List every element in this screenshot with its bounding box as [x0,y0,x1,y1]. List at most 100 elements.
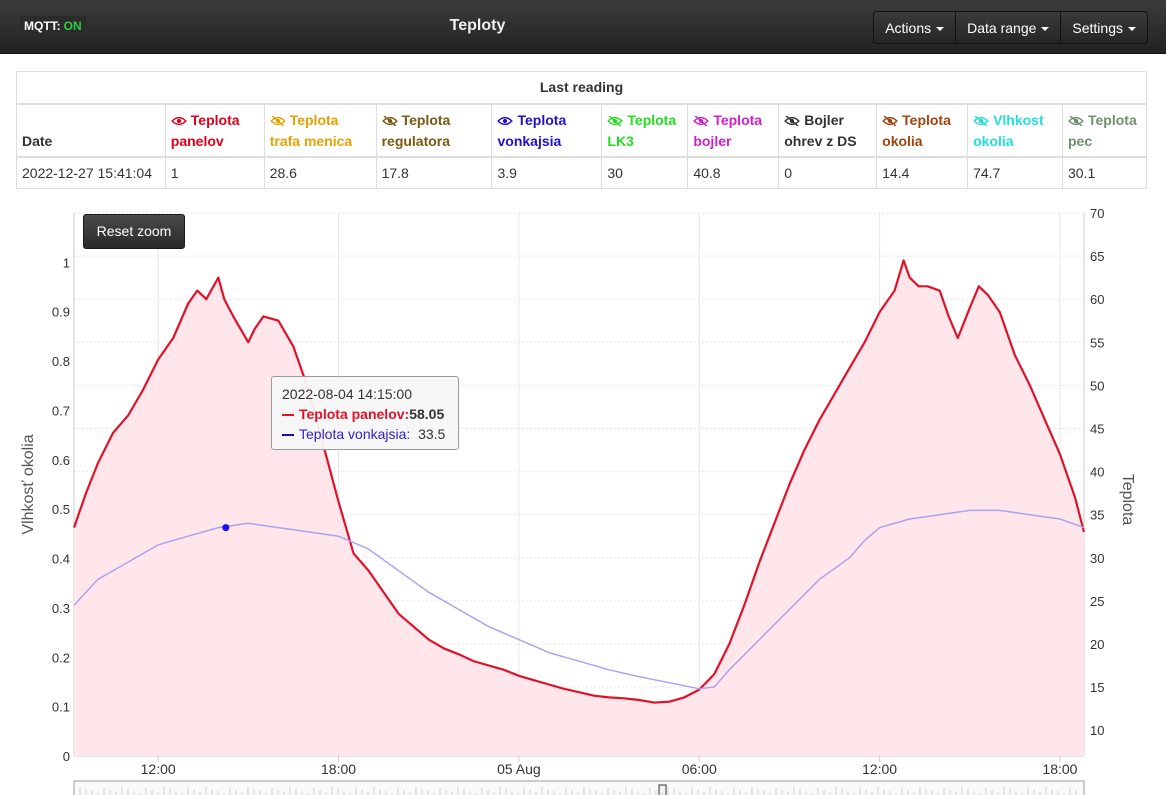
data-range-label: Data range [967,20,1037,36]
column-header-line2: panelov [170,132,224,149]
x-tick-label: 12:00 [862,761,897,777]
eye-slash-icon[interactable] [973,115,989,126]
navigator-strip[interactable] [73,780,1085,795]
y-right-tick-label: 30 [1090,551,1104,566]
reading-value: 0 [778,156,878,189]
y-right-tick-label: 50 [1090,378,1104,393]
series-area-fill [74,260,1084,756]
column-header-line2: vonkajsia [497,132,562,149]
mqtt-status-badge: MQTT: ON [20,16,86,36]
reading-column-header[interactable]: Teplota trafa menica [263,103,377,158]
chevron-down-icon [936,27,945,32]
x-tick-label: 12:00 [141,761,176,777]
x-tick-label: 18:00 [321,761,356,777]
y-left-tick-label: 0.9 [52,305,70,320]
reading-value: 30.1 [1061,156,1148,189]
y-right-tick-label: 15 [1090,680,1104,695]
column-header-line2: LK3 [607,132,634,149]
column-header-line1: Teplota [1087,111,1137,128]
column-header-line1: Teplota [517,111,567,128]
y-left-tick-label: 0.8 [52,354,70,369]
y-right-axis-title: Teplota [1119,474,1136,526]
reading-value: 74.7 [967,156,1063,189]
navbar-menu: Actions Data range Settings [873,11,1148,44]
y-right-tick-label: 20 [1090,637,1104,652]
y-right-tick-label: 60 [1090,292,1104,307]
actions-dropdown-button[interactable]: Actions [873,11,957,44]
chart-svg[interactable]: 0 0.1 0.2 0.3 0.4 0.5 0.6 0.7 0.8 0.9 1 10 15 20 25 30 3… [0,205,1166,795]
date-column-header: Date [16,103,166,158]
chart[interactable]: 0 0.1 0.2 0.3 0.4 0.5 0.6 0.7 0.8 0.9 1 10 15 20 25 30 3… [0,205,1166,795]
tooltip-series-2: Teplota vonkajsia: 33.5 [282,424,448,444]
series-line [73,509,1085,690]
eye-slash-icon[interactable] [784,115,801,126]
reset-zoom-button[interactable]: Reset zoom [83,214,185,249]
column-header-line1: Teplota [401,111,451,128]
reading-column-header[interactable]: Teplota LK3 [601,103,689,158]
reading-column-header[interactable]: Teplota panelov [164,103,265,158]
x-tick-label: 06:00 [682,761,717,777]
eye-icon[interactable] [170,116,187,126]
navigator-series [79,787,1077,795]
reading-column-header[interactable]: Bojler ohrev z DS [778,103,878,158]
y-right-tick-label: 45 [1090,421,1104,436]
mqtt-label: MQTT: [24,19,61,33]
series-color-swatch [282,434,294,437]
reading-column-header[interactable]: Teplota regulatora [375,103,493,158]
tooltip-series-1: Teplota panelov:58.05 [282,404,448,424]
navigator-handle[interactable] [658,784,667,795]
reading-value: 3.9 [491,156,603,189]
reading-column-header[interactable]: Vlhkost okolia [967,103,1063,158]
reading-column-header[interactable]: Teplota okolia [876,103,969,158]
y-right-tick-label: 40 [1090,465,1104,480]
eye-slash-icon[interactable] [1068,115,1084,126]
y-left-tick-label: 0.7 [52,403,70,418]
reading-value: 28.6 [263,156,377,189]
tooltip-series-2-name: Teplota vonkajsia: [299,426,411,442]
settings-dropdown-button[interactable]: Settings [1060,11,1148,44]
column-header-line2: ohrev z DS [784,132,857,149]
eye-slash-icon[interactable] [269,115,286,126]
last-reading-table: Last reading Date Teplota panelov Teplota t… [16,71,1148,189]
data-range-dropdown-button[interactable]: Data range [955,11,1062,44]
eye-slash-icon[interactable] [693,115,710,126]
y-left-tick-label: 0.1 [52,700,70,715]
table-caption: Last reading [16,71,1147,105]
y-left-tick-label: 0.2 [52,650,70,665]
chevron-down-icon [1041,27,1050,32]
y-left-tick-label: 0.4 [52,552,70,567]
settings-label: Settings [1072,20,1123,36]
chart-tooltip: 2022-08-04 14:15:00 Teplota panelov:58.0… [271,376,459,450]
reading-value: 30 [601,156,689,189]
eye-slash-icon[interactable] [607,115,624,126]
column-header-line2: okolia [973,132,1014,149]
column-header-line2: okolia [882,132,923,149]
column-header-line1: Teplota [627,111,677,128]
tooltip-date: 2022-08-04 14:15:00 [282,386,412,402]
column-header-line1: Teplota [289,111,339,128]
tooltip-series-1-value: 58.05 [409,406,445,422]
hover-marker [222,524,230,532]
column-header-line1: Bojler [804,111,844,128]
x-tick-label: 18:00 [1042,761,1077,777]
y-right-tick-label: 55 [1090,335,1104,350]
eye-slash-icon[interactable] [381,115,398,126]
eye-slash-icon[interactable] [882,115,898,126]
navbar: MQTT: ON Teploty Actions Data range Setti… [0,0,1166,54]
page-title[interactable]: Teploty [449,17,506,34]
column-header-line2: trafa menica [269,132,353,149]
reading-column-header[interactable]: Teplota vonkajsia [491,103,603,158]
y-right-tick-label: 35 [1090,508,1104,523]
reading-column-header[interactable]: Teplota bojler [687,103,780,158]
y-left-tick-label: 0.5 [52,502,70,517]
reading-value: 40.8 [687,156,780,189]
series-color-swatch [282,414,294,417]
column-header-line1: Vlhkost [993,111,1044,128]
reading-value: 17.8 [375,156,493,189]
reading-column-header[interactable]: Teplota pec [1061,103,1148,158]
x-tick-label: 05 Aug [497,761,541,777]
y-right-tick-label: 10 [1090,723,1104,738]
eye-icon[interactable] [497,116,514,126]
y-right-tick-label: 65 [1090,249,1104,264]
chevron-down-icon [1128,27,1136,32]
